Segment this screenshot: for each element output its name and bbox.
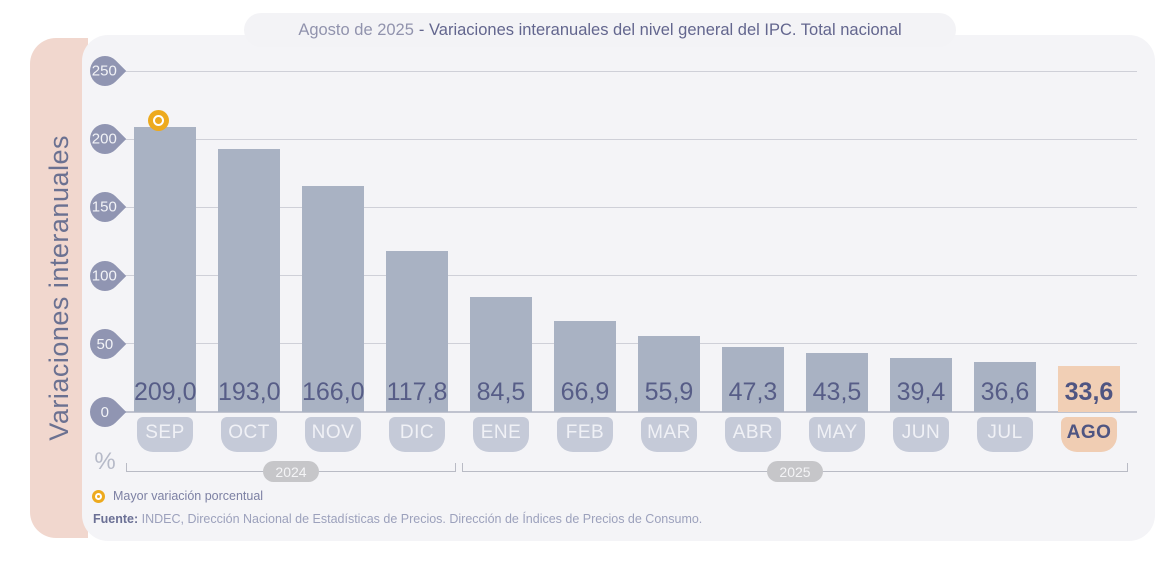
bar-jul: 36,6 — [974, 362, 1036, 412]
gridline-200 — [125, 138, 1137, 140]
year-label-2024: 2024 — [263, 461, 319, 482]
bar-dic: 117,8 — [386, 251, 448, 412]
month-label-ene: ENE — [473, 417, 529, 452]
month-label-mar: MAR — [641, 417, 697, 452]
bar-value-nov: 166,0 — [302, 377, 365, 406]
month-label-nov: NOV — [305, 417, 361, 452]
bar-sep: 209,0 — [134, 126, 197, 412]
legend: Mayor variación porcentual — [92, 489, 263, 503]
bar-value-may: 43,5 — [812, 377, 862, 406]
month-label-jul: JUL — [977, 417, 1033, 452]
bar-value-feb: 66,9 — [560, 377, 610, 406]
y-tick-label: 50 — [96, 335, 114, 353]
month-label-ago: AGO — [1061, 417, 1117, 452]
bar-mar: 55,9 — [638, 335, 700, 412]
bar-value-jul: 36,6 — [980, 377, 1030, 406]
bar-value-dic: 117,8 — [386, 377, 448, 406]
month-label-oct: OCT — [221, 417, 277, 452]
source-text: INDEC, Dirección Nacional de Estadística… — [138, 512, 703, 526]
unit-label: % — [94, 448, 116, 475]
legend-label: Mayor variación porcentual — [113, 489, 264, 503]
bar-value-jun: 39,4 — [896, 377, 946, 406]
chart-title-main: - Variaciones interanuales del nivel gen… — [418, 20, 902, 39]
chart-title: Agosto de 2025 - Variaciones interanuale… — [244, 13, 956, 47]
bar-ago: 33,6 — [1058, 366, 1120, 412]
y-axis-title: Variaciones interanuales — [43, 135, 74, 441]
month-label-feb: FEB — [557, 417, 613, 452]
bar-abr: 47,3 — [722, 347, 784, 412]
month-label-sep: SEP — [137, 417, 193, 452]
y-tick-label: 0 — [100, 403, 110, 421]
bar-value-abr: 47,3 — [728, 377, 778, 406]
bar-jun: 39,4 — [890, 358, 952, 412]
gridline-150 — [125, 206, 1137, 208]
bar-oct: 193,0 — [218, 148, 281, 412]
chart-title-period: Agosto de 2025 — [298, 20, 414, 39]
year-label-2025: 2025 — [767, 461, 823, 482]
month-label-may: MAY — [809, 417, 865, 452]
gridline-250 — [125, 70, 1137, 72]
gridline-50 — [125, 343, 1137, 345]
bar-value-ene: 84,5 — [476, 377, 526, 406]
bar-value-sep: 209,0 — [134, 377, 197, 406]
bar-value-mar: 55,9 — [644, 377, 694, 406]
bar-may: 43,5 — [806, 352, 868, 412]
y-axis-title-band: Variaciones interanuales — [30, 38, 88, 538]
max-variation-legend-icon — [95, 492, 102, 500]
y-tick-label: 150 — [92, 198, 118, 216]
y-tick-label: 100 — [92, 267, 118, 285]
gridline-0 — [125, 411, 1137, 413]
max-variation-marker-icon — [153, 114, 164, 126]
y-tick-label: 200 — [92, 130, 118, 148]
source-note: Fuente: INDEC, Dirección Nacional de Est… — [93, 512, 702, 526]
month-label-jun: JUN — [893, 417, 949, 452]
month-label-abr: ABR — [725, 417, 781, 452]
bar-ene: 84,5 — [470, 296, 532, 412]
bar-nov: 166,0 — [302, 185, 365, 412]
bar-feb: 66,9 — [554, 320, 616, 412]
month-label-dic: DIC — [389, 417, 445, 452]
gridline-100 — [125, 275, 1137, 277]
y-tick-label: 250 — [92, 62, 118, 80]
bar-value-oct: 193,0 — [218, 377, 281, 406]
bar-value-ago: 33,6 — [1064, 377, 1114, 406]
source-prefix: Fuente: — [93, 512, 139, 526]
